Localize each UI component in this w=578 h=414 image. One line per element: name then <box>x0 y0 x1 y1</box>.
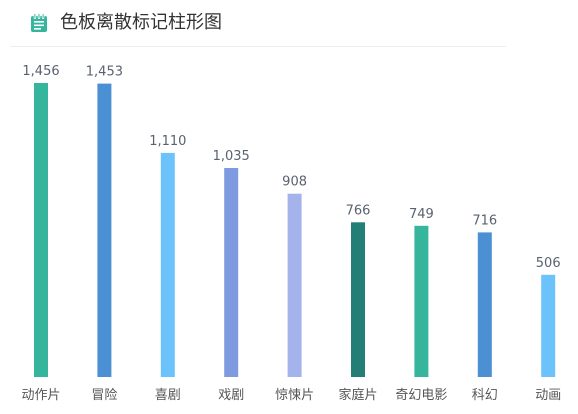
x-tick-label: 动作片 <box>21 388 60 403</box>
x-tick-label: 戏剧 <box>218 388 244 403</box>
bar-value-label: 1,035 <box>213 149 250 164</box>
bar-5 <box>351 222 365 377</box>
bar-0 <box>34 83 48 377</box>
bar-value-label: 1,456 <box>22 64 59 79</box>
bar-value-label: 749 <box>409 207 434 222</box>
x-tick-label: 科幻 <box>472 388 498 403</box>
bar-4 <box>287 193 302 377</box>
x-tick-label: 奇幻电影 <box>395 387 447 403</box>
bar-3 <box>224 168 239 377</box>
header-divider <box>10 46 506 47</box>
notepad-icon <box>31 13 47 32</box>
bar-6 <box>414 225 429 377</box>
bar-chart: 1,456 动作片 1,453 冒险 1,110 喜剧 1,035 戏剧 908 惊悚片 766 家庭… <box>21 64 561 403</box>
bar-8 <box>541 274 556 377</box>
x-tick-label: 喜剧 <box>155 388 181 403</box>
bar-2 <box>160 152 175 377</box>
page-title: 色板离散标记柱形图 <box>60 12 222 33</box>
x-tick-label: 家庭片 <box>338 387 377 403</box>
x-tick-label: 动画 <box>535 388 561 403</box>
bar-value-label: 908 <box>282 175 307 190</box>
bar-value-label: 1,453 <box>86 65 123 80</box>
bar-value-label: 506 <box>536 256 561 271</box>
x-tick-label: 惊悚片 <box>275 388 314 403</box>
x-tick-label: 冒险 <box>91 388 117 403</box>
bar-value-label: 766 <box>346 203 371 218</box>
bar-value-label: 716 <box>472 213 497 228</box>
bar-7 <box>477 232 492 377</box>
chart-header: 色板离散标记柱形图 <box>0 0 578 46</box>
bar-value-label: 1,110 <box>149 134 186 149</box>
bar-1 <box>97 83 112 377</box>
